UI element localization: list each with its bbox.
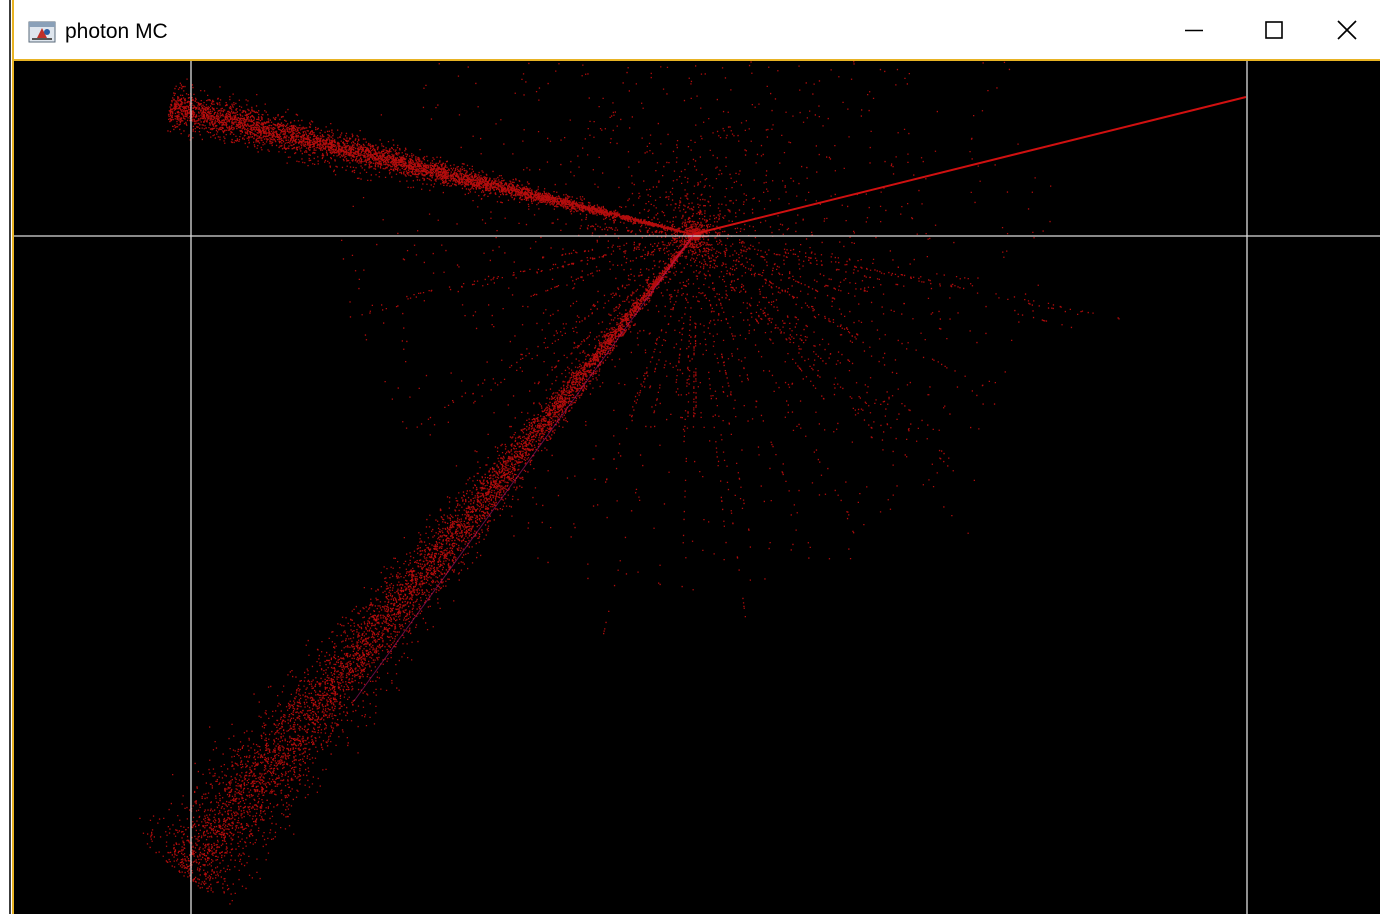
close-button[interactable] (1314, 0, 1380, 59)
desktop-edge-strip (9, 0, 11, 914)
minimize-button[interactable] (1154, 0, 1234, 59)
app-window: photon MC (12, 0, 1380, 914)
maximize-icon (1265, 20, 1283, 39)
desktop-background (0, 0, 11, 914)
transmitted-beam-core (353, 233, 695, 702)
photon-trajectory-plot (14, 61, 1380, 914)
title-bar[interactable]: photon MC (14, 0, 1380, 59)
canvas-background (14, 61, 1380, 914)
incident-beam-line (693, 96, 1247, 235)
close-icon (1337, 19, 1357, 40)
window-title: photon MC (65, 20, 168, 43)
maximize-button[interactable] (1234, 0, 1314, 59)
simulation-canvas[interactable] (14, 59, 1380, 914)
java-app-icon[interactable] (28, 20, 56, 44)
minimize-icon (1185, 29, 1203, 31)
